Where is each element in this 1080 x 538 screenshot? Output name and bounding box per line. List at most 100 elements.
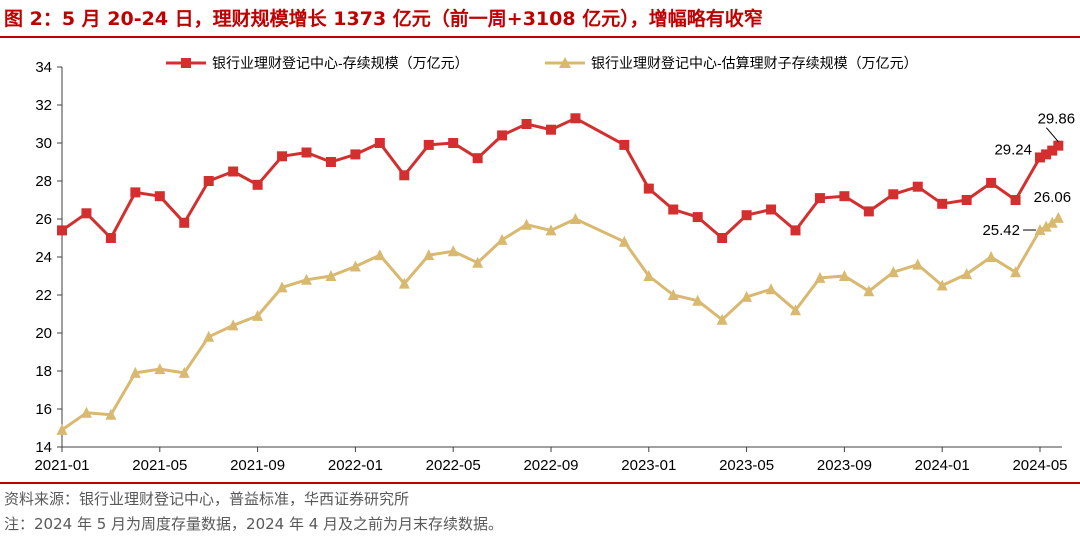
- series-2-point: [814, 271, 826, 283]
- annotation-label: 26.06: [1034, 189, 1072, 206]
- series-2-point: [667, 289, 679, 300]
- series-2-point: [790, 304, 801, 316]
- series-1-point: [912, 181, 923, 192]
- series-2-point: [521, 218, 533, 230]
- annotation-leader: [1045, 127, 1059, 142]
- y-tick-label: 14: [35, 439, 52, 456]
- series-2-point: [569, 213, 581, 224]
- series-1-point: [888, 189, 899, 200]
- series-1-point: [937, 198, 948, 209]
- series-2-point: [912, 258, 924, 270]
- series-1-point: [814, 193, 825, 204]
- series-2-point: [276, 281, 288, 293]
- series-2-point: [56, 423, 68, 435]
- series-1-point: [766, 204, 777, 215]
- series-1-point: [130, 187, 141, 198]
- series-2-point: [423, 249, 435, 261]
- figure-title: 图 2：5 月 20-24 日，理财规模增长 1373 亿元（前一周+3108 …: [4, 8, 763, 30]
- series-1-point: [448, 138, 459, 148]
- series-1-point: [374, 138, 385, 148]
- series-2-point: [105, 408, 117, 420]
- series-2-point: [887, 266, 899, 278]
- series-1-point: [790, 225, 801, 236]
- series-2-point: [716, 313, 728, 325]
- series-2-point: [838, 270, 850, 281]
- x-tick-label: 2022-09: [523, 457, 578, 474]
- series-2-point: [643, 270, 655, 281]
- series-1-point: [839, 191, 850, 202]
- annotation-label: 29.24: [994, 141, 1032, 158]
- series-1-point: [1035, 152, 1045, 163]
- y-tick-label: 24: [35, 249, 52, 266]
- series-2-point: [985, 251, 997, 262]
- series-2-point: [178, 366, 190, 378]
- series-2-point: [472, 256, 484, 268]
- footnote: 注：2024 年 5 月为周度存量数据，2024 年 4 月及之前为月末存续数据…: [4, 515, 504, 533]
- series-1-point: [986, 177, 997, 188]
- x-tick-label: 2022-05: [426, 457, 481, 474]
- series-1-point: [277, 151, 288, 162]
- series-2-point: [203, 330, 215, 342]
- y-tick-label: 30: [35, 135, 52, 152]
- series-2-point: [863, 285, 875, 297]
- series-2-point: [374, 249, 386, 261]
- legend-marker-triangle: [559, 57, 571, 68]
- annotation-label: 25.42: [982, 222, 1020, 239]
- x-tick-label: 2021-09: [230, 457, 285, 474]
- x-tick-label: 2024-01: [915, 457, 970, 474]
- series-1-point: [1047, 145, 1058, 156]
- series-1-point: [1041, 149, 1052, 160]
- series-1-point: [472, 153, 483, 164]
- series-2-point: [325, 270, 337, 281]
- series-2-point: [1046, 216, 1058, 228]
- title-divider: [0, 36, 1080, 38]
- series-1-point: [668, 204, 679, 215]
- series-1-point: [717, 233, 728, 243]
- y-tick-label: 34: [35, 59, 52, 76]
- x-tick-label: 2022-01: [328, 457, 383, 474]
- series-2-point: [1034, 224, 1046, 236]
- series-line-2: [61, 216, 1060, 432]
- series-1-point: [154, 191, 165, 202]
- x-tick-label: 2023-01: [621, 457, 676, 474]
- series-1-point: [741, 210, 752, 221]
- series-2-point: [252, 309, 264, 321]
- series-1-point: [228, 166, 239, 177]
- x-tick-label: 2021-05: [132, 457, 187, 474]
- series-2-point: [301, 273, 312, 285]
- source-note: 资料来源：银行业理财登记中心，普益标准，华西证券研究所: [4, 490, 410, 508]
- series-1-point: [961, 195, 972, 205]
- series-2-point: [154, 363, 166, 375]
- series-1-point: [203, 176, 214, 186]
- footer-divider: [0, 482, 1080, 484]
- series-2-point: [692, 294, 704, 306]
- series-1-point: [570, 113, 581, 124]
- y-tick-label: 18: [35, 363, 52, 380]
- series-1-point: [692, 212, 703, 223]
- series-1-point: [179, 217, 190, 228]
- series-2-point: [1052, 211, 1064, 223]
- x-tick-label: 2024-05: [1012, 457, 1067, 474]
- series-2-point: [496, 233, 508, 245]
- series-1-point: [497, 130, 508, 141]
- series-2-point: [129, 366, 141, 378]
- x-tick-label: 2023-05: [719, 457, 774, 474]
- series-2-point: [765, 283, 777, 295]
- series-2-point: [1010, 266, 1022, 278]
- series-2-point: [545, 224, 557, 236]
- series-1-point: [325, 157, 336, 167]
- series-2-point: [936, 279, 948, 291]
- x-tick-label: 2023-09: [817, 457, 872, 474]
- line-chart: 14 16 18 20 22 24 26 28 30 32 34 2021-01 2021-05 2021…: [34, 55, 1076, 474]
- annotation-label: 29.86: [1038, 111, 1076, 128]
- series-1-point: [105, 233, 116, 243]
- x-tick-label: 2021-01: [34, 457, 89, 474]
- y-tick-label: 26: [35, 211, 52, 228]
- series-1-point: [81, 208, 92, 219]
- y-tick-label: 22: [35, 287, 52, 304]
- series-1-point: [643, 183, 654, 194]
- series-1-point: [57, 225, 67, 236]
- series-1-point: [546, 124, 556, 135]
- series-1-point: [252, 179, 263, 190]
- y-tick-label: 28: [35, 173, 52, 190]
